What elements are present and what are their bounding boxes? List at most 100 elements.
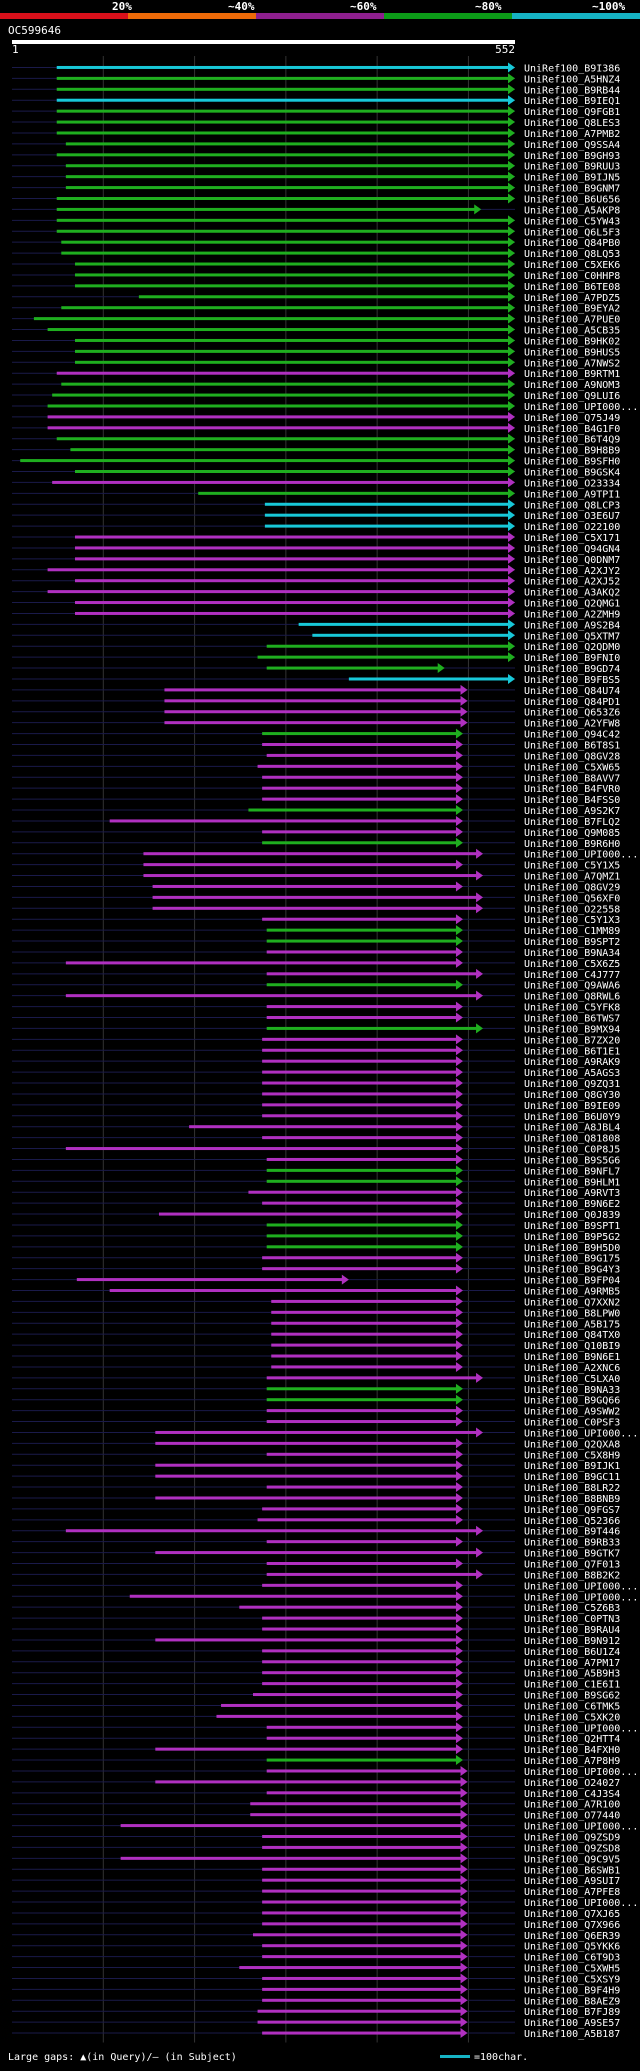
hit-label: UniRef100_A7PMB2	[524, 129, 620, 140]
hit-label: UniRef100_Q653Z6	[524, 708, 620, 719]
hit-arrow	[455, 1471, 463, 1482]
hit-bar	[56, 120, 510, 124]
hit-label: UniRef100_A5CB35	[524, 326, 620, 337]
hit-arrow	[455, 957, 463, 968]
hit-arrow	[455, 979, 463, 990]
hit-label: UniRef100_B9SPT1	[524, 1221, 620, 1232]
hit-label: UniRef100_UPI000...	[524, 850, 638, 861]
hit-label: UniRef100_B9GTK7	[524, 1549, 620, 1560]
hit-arrow	[460, 1995, 468, 2006]
hit-label: UniRef100_B9NA34	[524, 948, 620, 959]
hit-label: UniRef100_C5Y1X5	[524, 861, 620, 872]
hit-arrow	[508, 586, 515, 597]
hit-arrow	[455, 772, 463, 783]
hit-arrow	[508, 269, 515, 280]
hit-bar	[65, 164, 509, 168]
hit-label: UniRef100_B9SFH0	[524, 457, 620, 468]
hit-arrow	[460, 1951, 468, 1962]
hit-label: UniRef100_Q5YKK6	[524, 1942, 620, 1953]
hit-label: UniRef100_Q5XTM7	[524, 631, 620, 642]
hit-bar	[65, 994, 478, 998]
hit-bar	[61, 306, 509, 310]
hit-arrow	[508, 149, 515, 160]
hit-bar	[262, 1507, 457, 1511]
hit-bar	[266, 644, 509, 648]
hit-label: UniRef100_B9FP04	[524, 1276, 620, 1287]
hit-arrow	[455, 1711, 463, 1722]
hit-bar	[262, 830, 457, 834]
hit-arrow	[455, 1143, 463, 1154]
hit-bar	[264, 524, 509, 528]
hit-label: UniRef100_A8JBL4	[524, 1123, 620, 1134]
hit-arrow	[455, 1252, 463, 1263]
hit-label: UniRef100_C0HHP8	[524, 271, 620, 282]
hit-label: UniRef100_B9FNI0	[524, 653, 620, 664]
hit-label: UniRef100_O23334	[524, 478, 620, 489]
hit-label: UniRef100_C5YFK8	[524, 1003, 620, 1014]
hit-label: UniRef100_B4G1F0	[524, 424, 620, 435]
hit-arrow	[455, 1318, 463, 1329]
hit-bar	[271, 1354, 457, 1358]
hit-arrow	[508, 335, 515, 346]
hit-label: UniRef100_B9HK02	[524, 336, 620, 347]
hit-label: UniRef100_B9F4H9	[524, 1985, 620, 1996]
hit-bar	[271, 1299, 457, 1303]
hit-label: UniRef100_B9RAU4	[524, 1625, 620, 1636]
hit-label: UniRef100_C5Y1X3	[524, 915, 620, 926]
hit-label: UniRef100_UPI000...	[524, 1428, 638, 1439]
identity-bar-segment	[0, 13, 128, 19]
hit-label: UniRef100_B9RB44	[524, 85, 620, 96]
hit-label: UniRef100_C5XK20	[524, 1712, 620, 1723]
hit-bar	[47, 590, 509, 594]
hit-arrow	[508, 400, 515, 411]
hit-bar	[266, 1157, 457, 1161]
hit-label: UniRef100_B7FLQ2	[524, 817, 620, 828]
hit-arrow	[455, 1492, 463, 1503]
hit-bar	[266, 753, 457, 757]
hit-arrow	[455, 1285, 463, 1296]
hit-bar	[266, 972, 478, 976]
hit-arrow	[508, 368, 515, 379]
hit-label: UniRef100_Q56XF0	[524, 893, 620, 904]
hit-bar	[65, 1147, 457, 1151]
hit-label: UniRef100_Q8RWL6	[524, 992, 620, 1003]
hit-label: UniRef100_B9GNM7	[524, 184, 620, 195]
hit-arrow	[460, 1864, 468, 1875]
hit-label: UniRef100_C5XW65	[524, 762, 620, 773]
hit-arrow	[460, 695, 468, 706]
hit-label: UniRef100_Q0J839	[524, 1210, 620, 1221]
hit-arrow	[455, 1088, 463, 1099]
hit-bar	[266, 1245, 457, 1249]
hit-label: UniRef100_A2YFW8	[524, 719, 620, 730]
hit-label: UniRef100_A5B9H3	[524, 1669, 620, 1680]
hit-label: UniRef100_C5XSY9	[524, 1974, 620, 1985]
hit-arrow	[508, 521, 515, 532]
hit-label: UniRef100_Q9M085	[524, 828, 620, 839]
hit-label: UniRef100_Q8LCP3	[524, 500, 620, 511]
hit-arrow	[508, 160, 515, 171]
hit-arrow	[460, 1875, 468, 1886]
hit-bar	[264, 513, 509, 517]
hit-arrow	[460, 1929, 468, 1940]
hit-arrow	[460, 1820, 468, 1831]
hit-bar	[257, 1518, 457, 1522]
hit-label: UniRef100_O3E6U7	[524, 511, 620, 522]
hit-label: UniRef100_B9R6H0	[524, 839, 620, 850]
hit-label: UniRef100_A2ZMH9	[524, 609, 620, 620]
hit-bar	[155, 1430, 478, 1434]
hit-bar	[266, 1452, 457, 1456]
hit-label: UniRef100_C5X6Z5	[524, 959, 620, 970]
hit-arrow	[455, 728, 463, 739]
hit-arrow	[508, 313, 515, 324]
hit-arrow	[460, 2017, 468, 2028]
hit-arrow	[476, 1569, 484, 1580]
hit-label: UniRef100_A7PFE8	[524, 1887, 620, 1898]
hit-label: UniRef100_Q52366	[524, 1516, 620, 1527]
hit-bar	[262, 1660, 457, 1664]
hit-bar	[262, 1976, 462, 1980]
hit-label: UniRef100_B8LPW0	[524, 1308, 620, 1319]
hit-arrow	[476, 968, 484, 979]
hit-arrow	[455, 1001, 463, 1012]
hit-bar	[198, 491, 509, 495]
hit-bar	[266, 1420, 457, 1424]
